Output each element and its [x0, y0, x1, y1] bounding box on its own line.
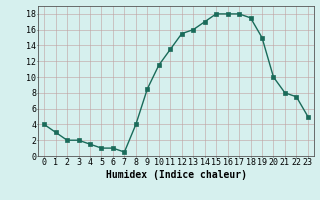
X-axis label: Humidex (Indice chaleur): Humidex (Indice chaleur): [106, 170, 246, 180]
